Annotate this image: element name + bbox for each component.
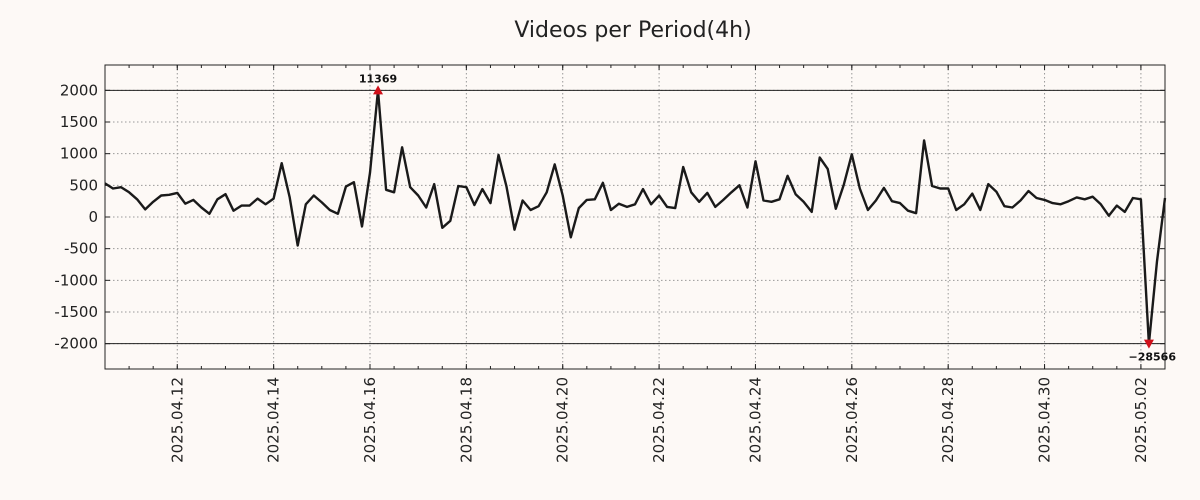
x-tick-label: 2025.05.02	[1132, 377, 1150, 463]
y-tick-label: -1500	[54, 303, 98, 321]
y-axis: 2000 1500 1000 500 0 -500 -1000 -1500 -2000	[54, 81, 1165, 353]
x-tick-label: 2025.04.26	[843, 377, 861, 463]
y-tick-label: 1500	[60, 113, 98, 131]
annotation-label: 11369	[359, 72, 397, 85]
x-tick-label: 2025.04.30	[1036, 377, 1054, 463]
y-tick-label: -1000	[54, 271, 98, 289]
series	[104, 89, 1167, 345]
y-tick-label: 0	[88, 208, 98, 226]
x-tick-label: 2025.04.20	[554, 377, 572, 463]
x-tick-label: 2025.04.16	[361, 377, 379, 463]
x-tick-label: 2025.04.24	[746, 377, 764, 463]
y-tick-label: 2000	[60, 81, 98, 99]
annotations: 11369 −28566	[359, 72, 1176, 363]
x-tick-label: 2025.04.22	[650, 377, 668, 463]
x-axis: 2025.04.12 2025.04.14 2025.04.16 2025.04.18…	[104, 65, 1166, 463]
chart-title: Videos per Period(4h)	[514, 18, 751, 43]
annotation-marker	[1143, 339, 1154, 349]
y-tick-label: 500	[69, 176, 98, 194]
y-tick-label: -500	[64, 240, 98, 258]
x-tick-label: 2025.04.14	[265, 377, 283, 463]
x-tick-label: 2025.04.28	[939, 377, 957, 463]
x-tick-label: 2025.04.18	[457, 377, 475, 463]
y-tick-label: 1000	[60, 145, 98, 163]
annotation-marker	[373, 85, 384, 95]
x-tick-label: 2025.04.12	[168, 377, 186, 463]
annotation-label: −28566	[1129, 351, 1177, 364]
y-tick-label: -2000	[54, 335, 98, 353]
reference-lines	[105, 89, 1165, 345]
series-line	[104, 89, 1167, 345]
grid	[105, 65, 1165, 369]
